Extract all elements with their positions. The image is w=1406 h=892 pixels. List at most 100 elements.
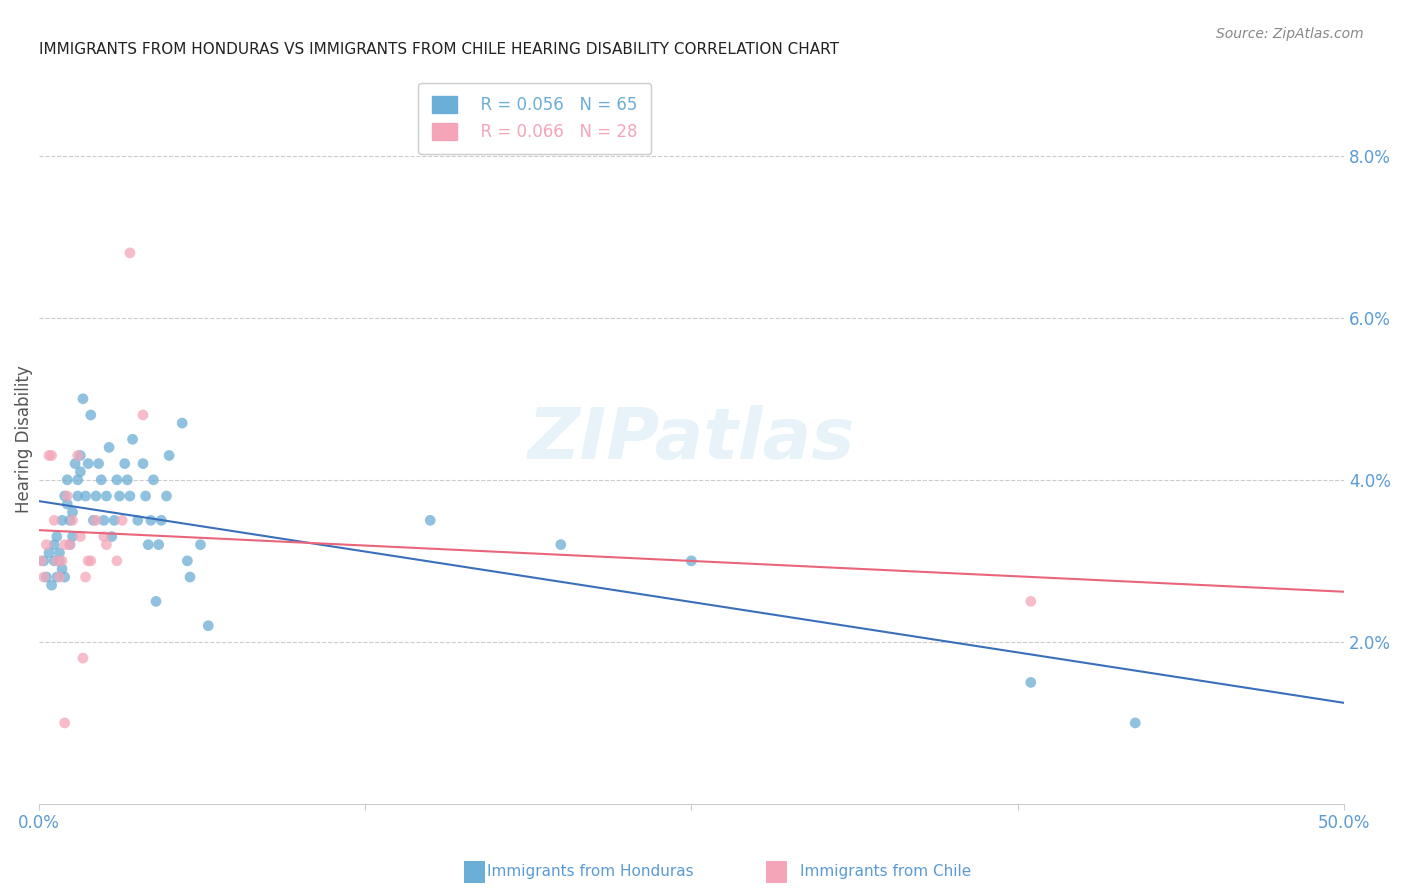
- Point: [80, 408, 103, 422]
- Point: [56, 489, 79, 503]
- Point: [148, 538, 170, 552]
- Point: [90, 473, 112, 487]
- Point: [132, 457, 155, 471]
- Point: [93, 530, 115, 544]
- Point: [69, 449, 91, 463]
- Point: [45, 530, 67, 544]
- Point: [72, 651, 94, 665]
- Point: [38, 449, 60, 463]
- Point: [45, 570, 67, 584]
- Point: [66, 489, 89, 503]
- Point: [59, 538, 82, 552]
- Point: [103, 513, 125, 527]
- Point: [53, 489, 76, 503]
- Point: [53, 570, 76, 584]
- Point: [150, 513, 173, 527]
- Text: ZIPatlas: ZIPatlas: [527, 405, 855, 474]
- Point: [114, 457, 136, 471]
- Point: [66, 449, 89, 463]
- Point: [82, 513, 104, 527]
- Point: [118, 246, 141, 260]
- Point: [44, 513, 66, 527]
- Point: [111, 513, 134, 527]
- Point: [93, 513, 115, 527]
- Point: [419, 513, 441, 527]
- Point: [51, 562, 73, 576]
- Point: [75, 489, 97, 503]
- Point: [56, 497, 79, 511]
- Point: [62, 530, 84, 544]
- Point: [63, 457, 86, 471]
- Text: Immigrants from Chile: Immigrants from Chile: [800, 863, 972, 879]
- Point: [142, 473, 165, 487]
- Point: [51, 554, 73, 568]
- Point: [135, 489, 157, 503]
- Point: [84, 513, 107, 527]
- Point: [1019, 675, 1042, 690]
- Point: [132, 408, 155, 422]
- Y-axis label: Hearing Disability: Hearing Disability: [15, 366, 32, 513]
- Point: [62, 505, 84, 519]
- Point: [35, 570, 58, 584]
- Point: [127, 513, 149, 527]
- Point: [62, 513, 84, 527]
- Point: [53, 538, 76, 552]
- Point: [32, 570, 55, 584]
- Point: [51, 513, 73, 527]
- Point: [48, 554, 70, 568]
- Point: [681, 554, 703, 568]
- Point: [77, 457, 100, 471]
- Point: [1123, 715, 1146, 730]
- Point: [108, 489, 131, 503]
- Legend:   R = 0.056   N = 65,   R = 0.066   N = 28: R = 0.056 N = 65, R = 0.066 N = 28: [419, 83, 651, 154]
- Point: [87, 457, 110, 471]
- Point: [155, 489, 177, 503]
- Point: [121, 432, 143, 446]
- Point: [44, 554, 66, 568]
- Point: [48, 570, 70, 584]
- Point: [80, 554, 103, 568]
- Point: [45, 554, 67, 568]
- Point: [38, 546, 60, 560]
- Point: [32, 554, 55, 568]
- Point: [105, 473, 128, 487]
- Point: [69, 465, 91, 479]
- Point: [96, 489, 118, 503]
- Point: [69, 530, 91, 544]
- Point: [35, 538, 58, 552]
- Text: Source: ZipAtlas.com: Source: ZipAtlas.com: [1216, 27, 1364, 41]
- Point: [53, 715, 76, 730]
- Point: [145, 594, 167, 608]
- Point: [100, 530, 122, 544]
- Point: [118, 489, 141, 503]
- Point: [56, 473, 79, 487]
- Point: [41, 449, 63, 463]
- Text: IMMIGRANTS FROM HONDURAS VS IMMIGRANTS FROM CHILE HEARING DISABILITY CORRELATION: IMMIGRANTS FROM HONDURAS VS IMMIGRANTS F…: [38, 42, 838, 57]
- Point: [72, 392, 94, 406]
- Point: [179, 570, 201, 584]
- Point: [176, 554, 198, 568]
- Point: [1019, 594, 1042, 608]
- Point: [105, 554, 128, 568]
- Point: [48, 546, 70, 560]
- Point: [98, 441, 121, 455]
- Point: [30, 554, 52, 568]
- Point: [44, 538, 66, 552]
- Point: [550, 538, 572, 552]
- Point: [139, 513, 162, 527]
- Point: [84, 489, 107, 503]
- Point: [59, 538, 82, 552]
- Point: [75, 570, 97, 584]
- Point: [197, 618, 219, 632]
- Point: [172, 416, 194, 430]
- Point: [190, 538, 212, 552]
- Point: [157, 449, 180, 463]
- Point: [59, 513, 82, 527]
- Point: [96, 538, 118, 552]
- Point: [136, 538, 159, 552]
- Point: [66, 473, 89, 487]
- Point: [41, 578, 63, 592]
- Text: Immigrants from Honduras: Immigrants from Honduras: [488, 863, 693, 879]
- Point: [77, 554, 100, 568]
- Point: [117, 473, 139, 487]
